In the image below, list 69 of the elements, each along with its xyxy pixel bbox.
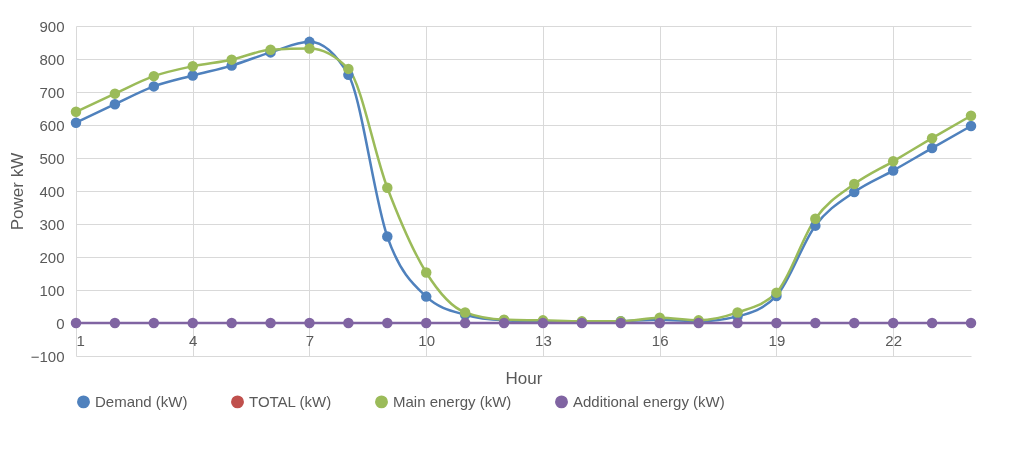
y-tick-label: 500 — [39, 149, 65, 167]
x-tick-label: 16 — [651, 331, 669, 349]
y-tick-label: −100 — [30, 347, 65, 365]
y-tick-label: 400 — [39, 182, 65, 200]
point — [420, 317, 432, 329]
y-tick-label: 300 — [39, 215, 65, 233]
point — [849, 317, 860, 329]
point — [887, 317, 899, 329]
point — [887, 165, 899, 176]
point — [148, 81, 160, 92]
point — [226, 54, 237, 65]
point — [965, 110, 977, 121]
y-tick-label: 800 — [39, 50, 65, 68]
y-tick-label: 100 — [39, 281, 65, 299]
point — [148, 70, 160, 82]
point — [965, 317, 977, 329]
point — [887, 156, 899, 167]
point — [109, 317, 121, 329]
y-tick-label: 0 — [56, 314, 65, 332]
x-tick-label: 10 — [418, 331, 436, 349]
legend-label: TOTAL (kW) — [249, 392, 332, 410]
point — [810, 213, 821, 224]
point — [732, 317, 743, 329]
point — [771, 317, 782, 329]
point — [70, 117, 82, 128]
point — [654, 317, 665, 329]
legend-label: Main energy (kW) — [393, 392, 512, 410]
point — [187, 70, 198, 81]
point — [109, 88, 121, 99]
y-tick-label: 900 — [39, 17, 65, 35]
point — [265, 317, 276, 329]
point — [849, 178, 860, 190]
y-axis-title: Power kW — [7, 152, 27, 231]
x-tick-label: 19 — [768, 331, 786, 349]
point — [382, 182, 393, 193]
point — [226, 317, 237, 329]
point — [926, 317, 938, 329]
point — [459, 317, 471, 329]
point — [70, 317, 82, 329]
point — [187, 317, 198, 329]
point — [187, 61, 198, 72]
y-tick-label: 700 — [39, 83, 65, 101]
point — [926, 132, 938, 144]
x-tick-label: 7 — [305, 331, 315, 349]
y-tick-label: 600 — [39, 116, 65, 134]
point — [109, 98, 121, 110]
point — [382, 231, 393, 242]
point — [382, 317, 393, 329]
x-tick-label: 4 — [189, 331, 198, 349]
y-tick-label: 200 — [39, 248, 65, 266]
point — [965, 120, 977, 132]
point — [732, 307, 743, 318]
point — [926, 142, 938, 154]
x-axis-title: Hour — [505, 368, 543, 388]
point — [343, 317, 354, 329]
point — [70, 106, 82, 118]
point — [420, 291, 432, 302]
legend-label: Demand (kW) — [95, 392, 188, 410]
point — [304, 43, 315, 54]
point — [148, 317, 160, 329]
point — [343, 63, 354, 75]
x-tick-label: 13 — [535, 331, 552, 349]
point — [810, 317, 821, 329]
legend-label: Additional energy (kW) — [573, 392, 725, 410]
x-tick-label: 22 — [885, 331, 903, 349]
point — [304, 317, 315, 329]
point — [771, 287, 782, 298]
x-tick-label: 1 — [76, 331, 85, 349]
point — [420, 267, 432, 278]
